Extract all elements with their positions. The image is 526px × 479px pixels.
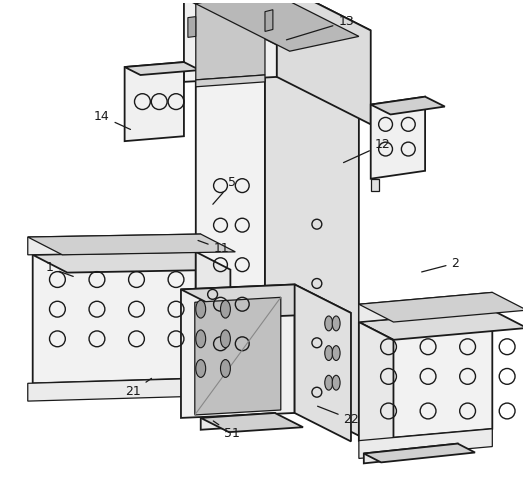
Polygon shape (196, 75, 265, 87)
Ellipse shape (196, 330, 206, 348)
Polygon shape (28, 378, 201, 401)
Text: 14: 14 (94, 110, 130, 129)
Polygon shape (201, 413, 275, 430)
Polygon shape (28, 234, 235, 255)
Polygon shape (364, 444, 458, 463)
Ellipse shape (196, 300, 206, 318)
Polygon shape (277, 0, 371, 125)
Text: 11: 11 (198, 240, 229, 255)
Text: 2: 2 (422, 257, 459, 272)
Polygon shape (371, 179, 379, 191)
Polygon shape (196, 0, 265, 80)
Ellipse shape (325, 376, 332, 390)
Polygon shape (295, 285, 351, 442)
Text: 51: 51 (214, 421, 240, 440)
Polygon shape (196, 0, 359, 51)
Polygon shape (181, 285, 351, 318)
Polygon shape (184, 0, 371, 46)
Ellipse shape (220, 300, 230, 318)
Polygon shape (364, 444, 475, 462)
Polygon shape (33, 252, 230, 273)
Polygon shape (201, 413, 303, 432)
Polygon shape (359, 292, 492, 322)
Text: 12: 12 (343, 138, 390, 162)
Ellipse shape (332, 346, 340, 361)
Polygon shape (265, 27, 359, 436)
Ellipse shape (220, 330, 230, 348)
Polygon shape (359, 292, 526, 322)
Polygon shape (195, 297, 281, 415)
Polygon shape (359, 429, 492, 458)
Polygon shape (371, 97, 445, 114)
Polygon shape (359, 310, 526, 340)
Ellipse shape (325, 316, 332, 331)
Polygon shape (359, 310, 492, 441)
Polygon shape (125, 62, 200, 75)
Text: 13: 13 (287, 15, 354, 40)
Polygon shape (184, 0, 277, 82)
Polygon shape (181, 285, 295, 418)
Polygon shape (371, 97, 425, 179)
Polygon shape (125, 62, 184, 141)
Ellipse shape (196, 360, 206, 377)
Ellipse shape (332, 376, 340, 390)
Text: 22: 22 (318, 406, 359, 426)
Polygon shape (359, 322, 393, 458)
Polygon shape (196, 27, 265, 393)
Polygon shape (28, 234, 201, 255)
Text: 1: 1 (46, 262, 73, 276)
Text: 5: 5 (213, 176, 236, 204)
Polygon shape (188, 17, 196, 37)
Ellipse shape (220, 360, 230, 377)
Text: 21: 21 (125, 378, 151, 398)
Ellipse shape (325, 346, 332, 361)
Ellipse shape (332, 316, 340, 331)
Polygon shape (265, 10, 273, 32)
Polygon shape (196, 252, 230, 396)
Polygon shape (33, 252, 196, 383)
